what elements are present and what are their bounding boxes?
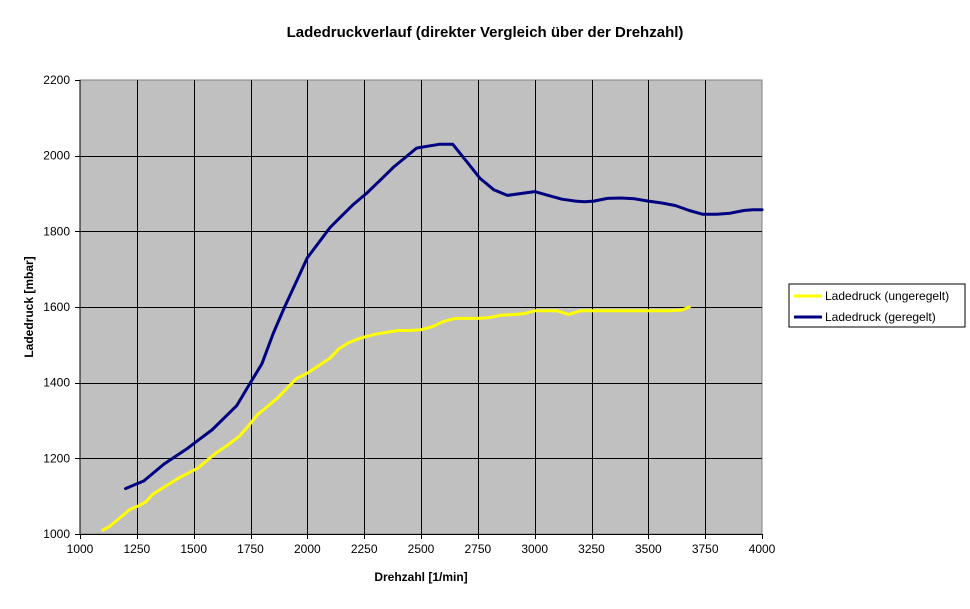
x-tick-label: 1000 (67, 542, 94, 556)
x-tick-label: 2250 (351, 542, 378, 556)
y-tick-label: 1000 (43, 527, 70, 541)
x-tick-label: 2000 (294, 542, 321, 556)
legend-label-geregelt: Ladedruck (geregelt) (825, 310, 936, 324)
x-tick-label: 1750 (237, 542, 264, 556)
series-lines (101, 142, 764, 532)
y-tick-label: 2200 (43, 73, 70, 87)
x-tick-label: 4000 (749, 542, 776, 556)
x-tick-label: 3250 (578, 542, 605, 556)
x-tick-label: 2500 (408, 542, 435, 556)
series-line-ungeregelt (101, 305, 691, 532)
y-axis-title: Ladedruck [mbar] (22, 256, 36, 357)
x-tick-label: 2750 (464, 542, 491, 556)
x-axis-title: Drehzahl [1/min] (374, 570, 467, 584)
legend-label-ungeregelt: Ladedruck (ungeregelt) (825, 289, 949, 303)
x-tick-label: 1250 (123, 542, 150, 556)
y-axis-ticks: 1000 1200 1400 1600 1800 2000 2200 (43, 73, 80, 541)
y-tick-label: 2000 (43, 149, 70, 163)
y-tick-label: 1800 (43, 224, 70, 238)
legend-box (788, 283, 966, 328)
grid-lines (80, 80, 762, 534)
x-tick-label: 3000 (521, 542, 548, 556)
x-axis-ticks: 1000 1250 1500 1750 2000 2250 2500 2750 3000 3250… (67, 534, 776, 556)
x-tick-label: 3750 (692, 542, 719, 556)
y-tick-label: 1400 (43, 376, 70, 390)
chart-title: Ladedruckverlauf (direkter Vergleich übe… (287, 24, 684, 41)
y-tick-label: 1600 (43, 300, 70, 314)
legend: Ladedruck (ungeregelt) Ladedruck (gerege… (788, 283, 966, 328)
series-line-geregelt (124, 142, 764, 491)
y-tick-label: 1200 (43, 451, 70, 465)
x-tick-label: 1500 (180, 542, 207, 556)
x-tick-label: 3500 (635, 542, 662, 556)
